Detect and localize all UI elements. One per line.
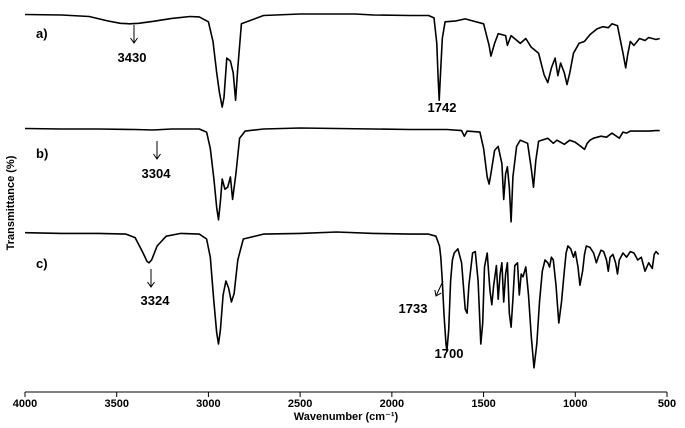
x-tick-label-1500: 1500 <box>471 398 495 410</box>
x-tick-label-1000: 1000 <box>563 398 587 410</box>
annotation-arrowhead-3304 <box>153 153 161 160</box>
annotation-arrow-1733 <box>435 280 444 297</box>
peak-annotations: 3430 1742 3304 3324 1733 1700 <box>118 25 464 361</box>
annotation-label-3430: 3430 <box>118 50 147 65</box>
annotation-label-1742: 1742 <box>428 100 457 115</box>
spectrum-line-c <box>24 231 660 369</box>
x-tick-label-3500: 3500 <box>104 398 128 410</box>
annotation-arrowhead-3430 <box>130 37 138 44</box>
annotation-arrowhead-3324 <box>147 281 155 288</box>
annotation-label-3324: 3324 <box>141 293 171 308</box>
x-axis-title: Wavenumber (cm⁻¹) <box>294 411 399 423</box>
panel-label-a: a) <box>36 26 48 41</box>
annotation-label-1733: 1733 <box>399 301 428 316</box>
x-tick-label-500: 500 <box>658 398 676 410</box>
panel-label-c: c) <box>36 256 48 271</box>
annotation-label-3304: 3304 <box>142 166 172 181</box>
annotation-label-1700: 1700 <box>435 346 464 361</box>
x-tick-label-2500: 2500 <box>288 398 312 410</box>
x-tick-label-3000: 3000 <box>196 398 220 410</box>
panel-label-b: b) <box>36 146 48 161</box>
spectrum-line-a <box>24 13 660 108</box>
annotation-arrowhead-1733 <box>434 289 442 297</box>
x-ticks: 4000 3500 3000 2500 2000 1500 1000 500 <box>13 392 676 410</box>
y-axis-title: Transmittance (%) <box>5 155 17 250</box>
panel-labels: a) b) c) <box>36 26 48 271</box>
spectrum-line-b <box>24 127 660 223</box>
x-tick-label-2000: 2000 <box>380 398 404 410</box>
x-tick-label-4000: 4000 <box>13 398 37 410</box>
spectra-group <box>24 13 660 369</box>
